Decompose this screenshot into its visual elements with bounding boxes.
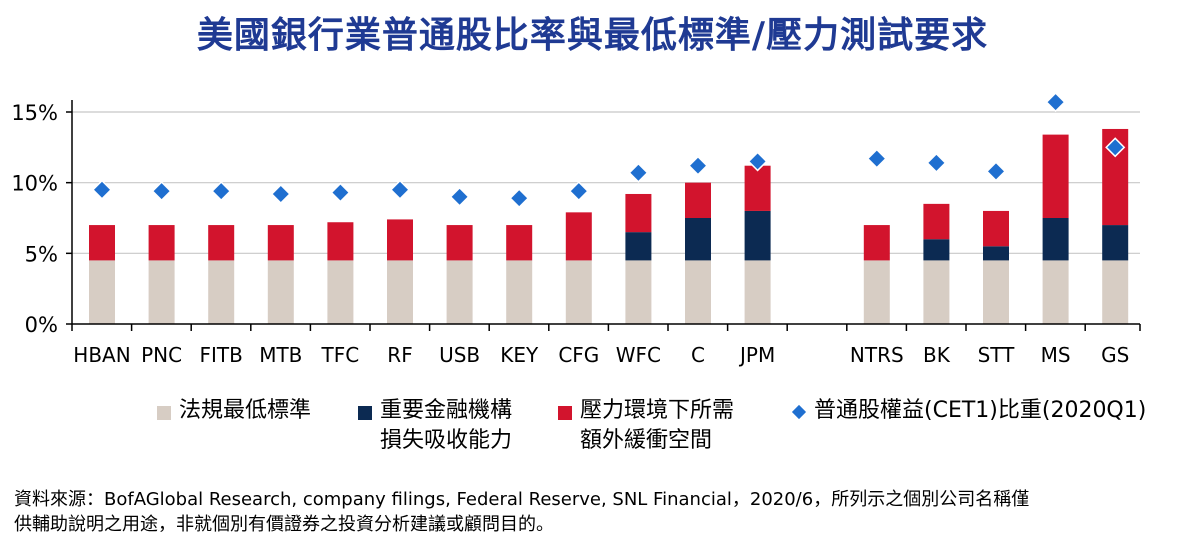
cet1-marker-ntrs: [866, 148, 887, 169]
bar-regulatory-minimum-stt: [983, 260, 1009, 324]
cet1-marker-key: [509, 188, 530, 209]
bar-stress-buffer-cfg: [565, 212, 592, 261]
bar-regulatory-minimum-key: [506, 260, 533, 324]
cet1-marker-pnc: [151, 181, 172, 202]
bar-stress-buffer-fitb: [208, 225, 235, 261]
bar-stress-buffer-rf: [387, 219, 413, 261]
bar-regulatory-minimum-pnc: [148, 260, 175, 324]
cet1-marker-stt: [985, 161, 1007, 182]
bar-regulatory-minimum-bk: [923, 260, 950, 324]
legend-label-cet1: 普通股權益(CET1)比重(2020Q1): [814, 398, 1147, 423]
bar-stress-buffer-c: [685, 182, 711, 218]
cet1-marker-mtb: [270, 183, 291, 205]
bar-gsib-wfc: [625, 232, 652, 261]
cet1-marker-ms: [1045, 92, 1066, 113]
bar-regulatory-minimum-c: [685, 260, 711, 324]
bar-stress-buffer-jpm: [744, 165, 771, 211]
bar-regulatory-minimum-jpm: [744, 260, 771, 324]
bar-gsib-ms: [1042, 218, 1069, 261]
x-tick-label-pnc: PNC: [141, 343, 182, 367]
cet1-marker-jpm: [747, 151, 768, 172]
legend-swatch-gsib: [358, 406, 372, 420]
legend-label-stress-line1: 壓力環境下所需: [580, 398, 735, 423]
bar-regulatory-minimum-rf: [387, 260, 413, 324]
legend-label-regulatory-minimum: 法規最低標準: [179, 398, 312, 423]
bar-regulatory-minimum-wfc: [625, 260, 652, 324]
bar-stress-buffer-pnc: [148, 225, 175, 261]
bar-stress-buffer-usb: [446, 225, 473, 261]
bar-regulatory-minimum-mtb: [267, 260, 294, 324]
legend-diamond-cet1: [791, 404, 807, 420]
bar-gsib-bk: [923, 239, 950, 261]
legend-label-stress-line2: 額外緩衝空間: [580, 428, 713, 453]
bar-stress-buffer-stt: [983, 210, 1009, 247]
bar-stress-buffer-bk: [923, 203, 950, 240]
x-tick-label-mtb: MTB: [259, 343, 302, 367]
y-tick-label: 15%: [11, 101, 58, 125]
cet1-marker-c: [687, 155, 709, 176]
bar-stress-buffer-mtb: [267, 225, 294, 261]
stacked-bar-chart: 0% 5% 10% 15% HBAN PNC FITB MTB TFC RF USB KEY CFG WF…: [11, 92, 1141, 367]
x-tick-label-key: KEY: [500, 343, 539, 367]
bar-stress-buffer-hban: [89, 225, 115, 261]
legend-swatch-regulatory-minimum: [157, 406, 171, 420]
legend-swatch-stress-buffer: [558, 406, 572, 420]
x-tick-label-jpm: JPM: [738, 343, 775, 367]
bar-regulatory-minimum-fitb: [208, 260, 235, 324]
cet1-marker-bk: [926, 152, 947, 173]
y-tick-label: 10%: [11, 172, 58, 196]
cet1-marker-wfc: [628, 162, 649, 183]
x-tick-label-bk: BK: [923, 343, 951, 367]
bar-gsib-stt: [983, 246, 1009, 261]
bar-regulatory-minimum-ms: [1042, 260, 1069, 324]
cet1-marker-usb: [449, 186, 470, 207]
bar-regulatory-minimum-ntrs: [863, 260, 890, 324]
chart-title: 美國銀行業普通股比率與最低標準/壓力測試要求: [196, 15, 989, 56]
cet1-marker-fitb: [211, 181, 232, 202]
x-tick-label-gs: GS: [1101, 343, 1129, 367]
cet1-marker-gs: [1105, 137, 1126, 158]
bar-regulatory-minimum-cfg: [565, 260, 592, 324]
axis-layer: [66, 100, 1141, 331]
grid-layer: [72, 111, 1140, 254]
x-tick-label-wfc: WFC: [616, 343, 661, 367]
legend-label-gsib-line1: 重要金融機構: [380, 398, 513, 423]
bar-gsib-gs: [1102, 225, 1129, 261]
cet1-marker-rf: [389, 179, 411, 200]
legend-label-gsib-line2: 損失吸收能力: [380, 428, 513, 453]
bar-stress-buffer-ntrs: [863, 225, 890, 261]
x-tick-label-rf: RF: [387, 343, 412, 367]
bar-regulatory-minimum-hban: [89, 260, 115, 324]
cet1-marker-tfc: [330, 182, 351, 203]
bar-layer: [89, 128, 1129, 324]
x-tick-label-ms: MS: [1041, 343, 1071, 367]
bar-stress-buffer-ms: [1042, 134, 1069, 218]
x-tick-label-cfg: CFG: [558, 343, 599, 367]
x-tick-label-tfc: TFC: [321, 343, 360, 367]
y-tick-label: 5%: [25, 242, 58, 266]
bar-regulatory-minimum-tfc: [327, 260, 354, 324]
source-line-2: 供輔助說明之用途，非就個別有價證券之投資分析建議或顧問目的。: [14, 514, 554, 535]
bar-gsib-jpm: [744, 210, 771, 261]
x-tick-label-c: C: [691, 343, 705, 367]
source-line-1: 資料來源：BofAGlobal Research, company filing…: [14, 489, 1030, 510]
bar-stress-buffer-tfc: [327, 222, 354, 261]
x-tick-label-hban: HBAN: [73, 343, 130, 367]
source-note: 資料來源：BofAGlobal Research, company filing…: [14, 487, 1174, 537]
x-tick-label-usb: USB: [439, 343, 480, 367]
x-tick-label-stt: STT: [978, 343, 1016, 367]
y-tick-label: 0%: [25, 313, 58, 337]
chart-legend: 法規最低標準 重要金融機構 損失吸收能力 壓力環境下所需 額外緩衝空間 普通股權…: [0, 396, 1185, 466]
cet1-marker-hban: [91, 179, 113, 200]
x-tick-label-fitb: FITB: [200, 343, 243, 367]
bar-stress-buffer-wfc: [625, 193, 652, 233]
bar-stress-buffer-key: [506, 225, 533, 261]
bar-gsib-c: [685, 218, 711, 261]
label-layer: 0% 5% 10% 15% HBAN PNC FITB MTB TFC RF USB KEY CFG WF…: [11, 101, 1129, 367]
marker-layer: [91, 92, 1126, 209]
x-tick-label-ntrs: NTRS: [850, 343, 904, 367]
bar-regulatory-minimum-gs: [1102, 260, 1129, 324]
cet1-marker-cfg: [568, 181, 589, 202]
bar-regulatory-minimum-usb: [446, 260, 473, 324]
